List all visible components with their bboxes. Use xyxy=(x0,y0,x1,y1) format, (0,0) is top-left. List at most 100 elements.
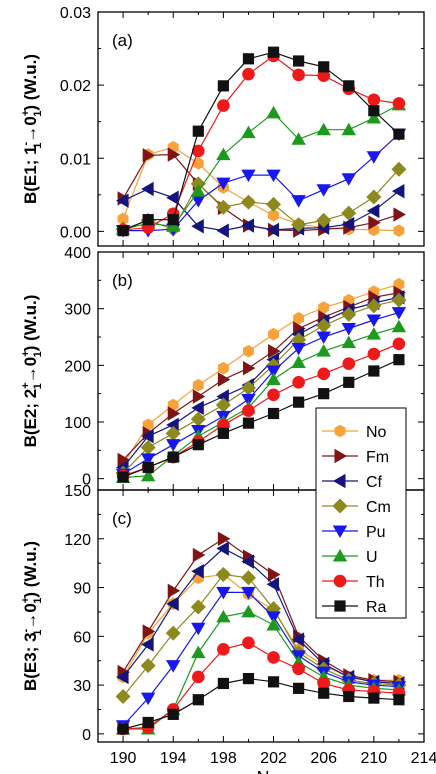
legend-label: Cm xyxy=(366,499,391,516)
legend-entry-Pu: Pu xyxy=(322,524,386,541)
data-point xyxy=(241,586,256,600)
data-point xyxy=(241,393,256,407)
data-point xyxy=(268,327,279,341)
x-tick-label: 190 xyxy=(110,750,137,767)
legend-marker xyxy=(333,574,347,588)
panel-label: (b) xyxy=(112,271,133,290)
data-point xyxy=(166,439,181,452)
data-point xyxy=(191,400,204,416)
series-Ra xyxy=(117,672,405,735)
data-point xyxy=(391,292,407,308)
data-point xyxy=(266,105,281,119)
series-line xyxy=(122,51,400,232)
data-point xyxy=(393,224,405,237)
x-tick-label: 202 xyxy=(260,750,287,767)
panel-2: 0 100 200 300 400 (b) B(E2; 2+1→0+1) (W.u.) xyxy=(20,245,425,491)
data-point xyxy=(190,411,206,427)
data-point xyxy=(343,690,355,703)
data-point xyxy=(267,676,280,688)
data-point xyxy=(366,327,382,340)
legend-label: Th xyxy=(366,574,385,591)
legend-entry-Fm: Fm xyxy=(322,448,389,466)
data-point xyxy=(268,567,281,582)
data-point xyxy=(341,306,357,322)
series-Cf xyxy=(116,181,405,238)
legend: No Fm Cf Cm Pu U Th Ra xyxy=(315,407,407,619)
data-point xyxy=(241,125,256,139)
data-point xyxy=(368,105,380,117)
y-tick-label: 100 xyxy=(64,415,91,432)
data-point xyxy=(217,99,230,112)
data-point xyxy=(318,301,330,314)
legend-label: Fm xyxy=(366,449,389,466)
data-point xyxy=(316,344,331,357)
data-point xyxy=(366,298,382,314)
data-point xyxy=(165,625,181,641)
legend-label: Pu xyxy=(366,524,386,541)
data-point xyxy=(243,344,254,358)
data-point xyxy=(140,692,156,706)
y-tick-label: 0.01 xyxy=(60,151,91,168)
data-point xyxy=(391,183,405,199)
data-point xyxy=(366,189,382,205)
series-line xyxy=(123,611,399,730)
data-point xyxy=(316,331,331,344)
data-point xyxy=(141,637,154,652)
legend-entry-Ra: Ra xyxy=(322,599,387,616)
panel-1: 0.00 0.01 0.02 0.03 (a) B(E1; 1-1→0+1) (W.u.) xyxy=(20,5,425,247)
data-point xyxy=(267,407,280,420)
data-point xyxy=(291,355,306,368)
data-point xyxy=(117,471,129,483)
series-Ra xyxy=(117,354,405,483)
data-point xyxy=(241,604,256,618)
legend-entry-No: No xyxy=(322,424,387,441)
legend-marker xyxy=(332,525,348,538)
data-point xyxy=(240,380,256,396)
data-point xyxy=(191,184,206,197)
data-point xyxy=(217,427,229,439)
y-tick-label: 150 xyxy=(64,483,91,500)
panel-3: 0 30 60 90 120 150 (c) B(E3; 3-1→0+1) (W.u.) xyxy=(20,483,425,744)
data-point xyxy=(318,388,330,400)
data-point xyxy=(267,651,280,664)
data-point xyxy=(141,181,154,197)
data-point xyxy=(217,372,231,387)
data-point xyxy=(266,222,280,238)
y-tick-label: 0.02 xyxy=(60,78,91,95)
data-point xyxy=(167,451,179,463)
data-point xyxy=(368,365,380,377)
data-point xyxy=(167,583,181,598)
data-point xyxy=(266,365,281,378)
data-point xyxy=(241,169,256,183)
data-point xyxy=(191,564,204,579)
data-point xyxy=(268,343,281,359)
data-point xyxy=(318,61,330,73)
series-Cm xyxy=(115,292,407,481)
data-point xyxy=(393,207,406,222)
data-point xyxy=(242,672,255,685)
legend-marker xyxy=(333,473,346,489)
data-point xyxy=(242,404,255,417)
y-tick-label: 0 xyxy=(82,472,91,489)
data-point xyxy=(215,199,231,215)
data-point xyxy=(215,397,231,413)
plot-frame xyxy=(97,489,425,743)
data-point xyxy=(215,567,231,583)
x-tick-label: 206 xyxy=(310,750,337,767)
data-point xyxy=(191,195,206,208)
series-U xyxy=(115,604,407,735)
data-point xyxy=(217,677,229,690)
legend-marker xyxy=(332,549,348,562)
series-Pu xyxy=(115,307,407,482)
data-point xyxy=(192,125,204,137)
data-point xyxy=(192,157,204,170)
data-point xyxy=(191,219,204,234)
data-point xyxy=(116,669,129,685)
data-point xyxy=(242,636,255,650)
data-point xyxy=(291,132,306,145)
data-point xyxy=(316,184,331,197)
y-tick-label: 90 xyxy=(73,581,91,598)
data-point xyxy=(391,161,407,177)
data-point xyxy=(167,147,181,162)
